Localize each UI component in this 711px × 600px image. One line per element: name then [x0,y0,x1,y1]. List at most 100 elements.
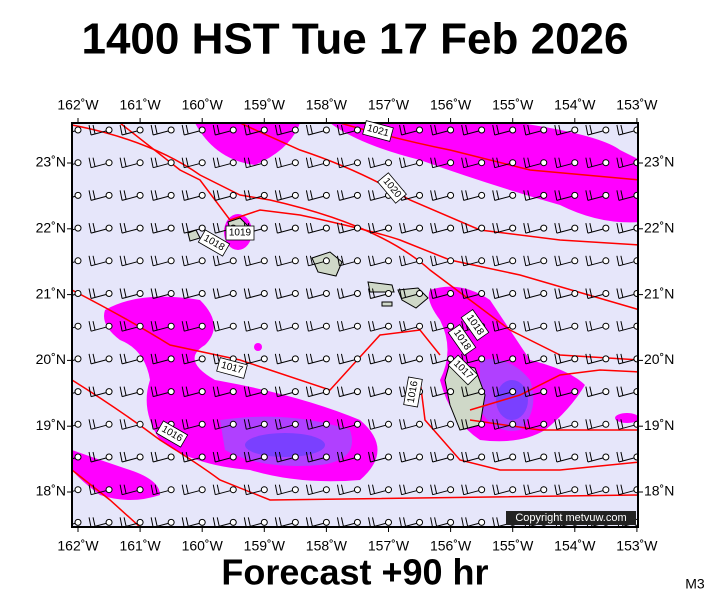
station [167,290,175,297]
station [167,486,175,494]
barb [492,484,510,496]
barb [243,190,262,201]
station [198,486,206,494]
station [602,159,610,167]
station [447,257,455,265]
barb [368,255,386,267]
barb [274,386,293,398]
station [353,420,361,428]
barb [399,451,417,463]
barb [492,157,510,169]
barb [119,353,138,365]
station [260,388,268,396]
barb [181,124,200,136]
barb [119,288,138,299]
barb [492,124,510,136]
barb [399,157,417,169]
station [540,126,548,134]
station [167,322,175,330]
station [74,126,82,134]
barb [150,484,169,496]
barb [119,255,138,267]
barb [274,190,293,201]
station [353,355,361,363]
station [416,224,424,232]
station [385,486,392,494]
barb [368,157,386,169]
barb [305,124,324,136]
station [602,486,610,494]
station [416,257,424,265]
station [447,126,455,134]
barb [585,157,603,169]
station [478,290,486,297]
lon-label: 162˚W [57,97,99,113]
barb [585,124,603,136]
lat-label: 21˚N [644,285,674,301]
station [291,191,299,199]
station [198,126,206,134]
station [478,191,486,199]
station [571,224,579,232]
station [509,159,517,167]
station [447,486,455,494]
station [385,453,392,461]
station [633,191,638,199]
station [136,486,144,494]
station [571,322,579,330]
barb [523,255,541,267]
station [322,388,330,396]
station [633,453,638,461]
barb [150,190,169,201]
station [167,355,175,363]
lat-label: 19˚N [644,417,674,433]
barb [585,451,603,463]
station [136,126,144,134]
station [198,518,206,526]
lat-label: 22˚N [644,220,674,236]
station [571,159,579,167]
station [602,388,610,396]
barb [181,484,200,496]
barb [616,190,635,201]
barb [399,124,417,136]
barb [336,451,355,463]
station [540,224,548,232]
station [447,388,455,396]
barb [585,255,603,267]
barb [616,222,635,234]
barb [305,484,324,496]
station [633,159,638,167]
barb [243,321,262,332]
station [602,453,610,461]
station [260,257,268,265]
barb [368,353,386,365]
station [291,290,299,297]
station [260,126,268,134]
station [385,388,392,396]
isobar-label-box [447,323,477,357]
barb [274,157,293,169]
barb [368,419,386,430]
station [198,322,206,330]
barb [585,353,603,365]
barb [274,222,293,234]
barb [336,353,355,365]
barb [430,484,448,496]
station [229,518,237,526]
station [540,191,548,199]
station [229,159,237,167]
station [167,224,175,232]
station [353,322,361,330]
barb [368,386,386,398]
station [509,355,517,363]
barb [554,255,572,267]
lat-label: 18˚N [36,483,66,499]
station [167,159,175,167]
barb [523,451,541,463]
lat-label: 20˚N [644,351,674,367]
lon-label: 154˚W [554,538,596,554]
lon-label: 156˚W [430,538,472,554]
station [602,322,610,330]
station [385,322,392,330]
